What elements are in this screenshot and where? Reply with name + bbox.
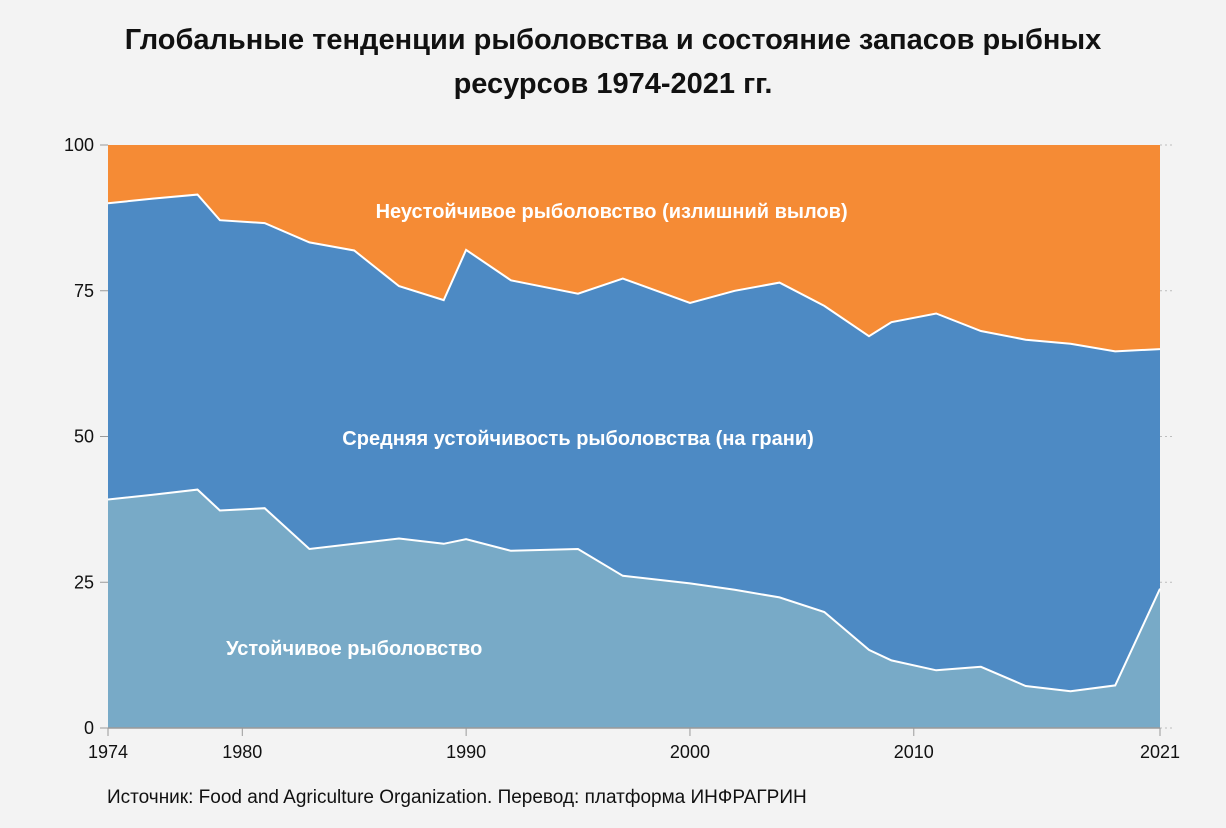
chart-title-line2: ресурсов 1974-2021 гг.	[453, 68, 773, 100]
x-tick-label-2000: 2000	[670, 742, 710, 762]
x-tick-label-1990: 1990	[446, 742, 486, 762]
series-label-1: Устойчивое рыболовство	[226, 638, 482, 660]
x-tick-label-1974: 1974	[88, 742, 128, 762]
series-label-2: Средняя устойчивость рыболовства (на гра…	[342, 428, 813, 450]
y-tick-label-50: 50	[74, 427, 94, 447]
area-series-1	[108, 489, 1160, 728]
y-tick-label-0: 0	[84, 718, 94, 738]
area-series-2	[108, 194, 1160, 692]
x-tick-label-1980: 1980	[222, 742, 262, 762]
x-tick-label-2021: 2021	[1140, 742, 1180, 762]
boundary-line-2	[107, 193, 1161, 353]
area-layer	[108, 145, 1160, 728]
boundary-line-1	[107, 488, 1161, 693]
y-tick-label-100: 100	[64, 135, 94, 155]
axes: 0 25 50 75 100 1974 1980 1990 2000 2010 2021	[64, 135, 1180, 762]
y-tick-label-25: 25	[74, 572, 94, 592]
chart-title-line1: Глобальные тенденции рыболовства и состо…	[124, 24, 1102, 56]
x-tick-label-2010: 2010	[894, 742, 934, 762]
boundary-lines	[107, 193, 1161, 693]
series-labels: Устойчивое рыболовство Средняя устойчивос…	[226, 201, 847, 660]
source-note: Источник: Food and Agriculture Organizat…	[107, 787, 807, 808]
area-series-3	[108, 145, 1160, 352]
series-label-3: Неустойчивое рыболовство (излишний вылов…	[376, 201, 848, 223]
chart-title: Глобальные тенденции рыболовства и состо…	[0, 18, 1226, 106]
y-tick-label-75: 75	[74, 281, 94, 301]
